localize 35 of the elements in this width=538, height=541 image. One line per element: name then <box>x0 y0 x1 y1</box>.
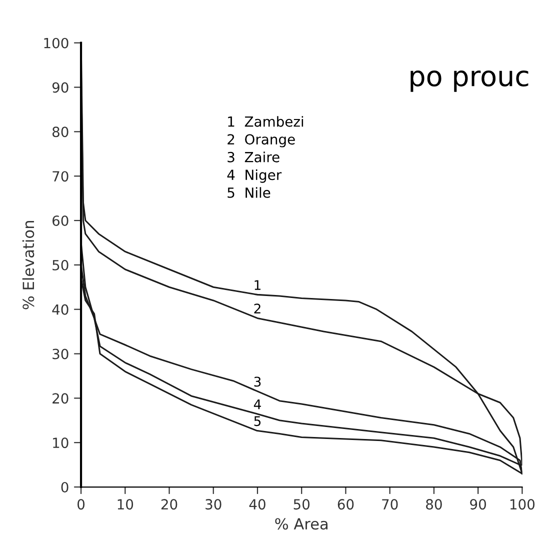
y-tick-label: 60 <box>52 215 68 226</box>
series-label: 5 <box>254 416 261 426</box>
annotation: 4 Niger <box>227 169 282 183</box>
y-tick-label: 10 <box>53 438 68 448</box>
series-label: 3 <box>254 376 261 387</box>
x-tick-label: 60 <box>338 499 354 510</box>
y-tick-label: 30 <box>52 348 68 360</box>
y-tick-label: 90 <box>52 82 68 93</box>
y-tick-label: 80 <box>52 126 68 138</box>
y-tick-label: 50 <box>52 260 68 270</box>
series-label: 2 <box>254 304 260 314</box>
x-tick-label: 100 <box>510 499 535 510</box>
x-tick-label: 50 <box>294 499 310 510</box>
y-axis-title: % Elevation <box>22 221 34 310</box>
y-tick-label: 20 <box>52 393 68 404</box>
x-tick-label: 90 <box>470 499 486 510</box>
annotation: 3 Zaire <box>228 152 280 162</box>
x-tick-label: 70 <box>382 499 398 510</box>
x-tick-label: 10 <box>118 499 134 510</box>
annotation: 1 Zambezi <box>228 116 304 127</box>
series-label: 4 <box>254 400 261 410</box>
x-tick-label: 40 <box>249 499 266 510</box>
annotation: 5 Nile <box>228 187 270 198</box>
annotation: po prouc <box>410 70 528 92</box>
y-tick-label: 0 <box>61 482 68 492</box>
x-tick-label: 30 <box>206 499 222 510</box>
annotation: 2 Orange <box>228 134 295 148</box>
y-tick-label: 70 <box>52 171 68 182</box>
y-tick-label: 40 <box>52 304 68 315</box>
x-axis-title: % Area <box>275 518 328 530</box>
x-tick-label: 80 <box>426 499 442 510</box>
x-tick-label: 0 <box>78 499 85 510</box>
x-tick-label: 20 <box>161 499 178 510</box>
series-label: 1 <box>254 280 260 290</box>
y-tick-label: 100 <box>44 38 68 48</box>
